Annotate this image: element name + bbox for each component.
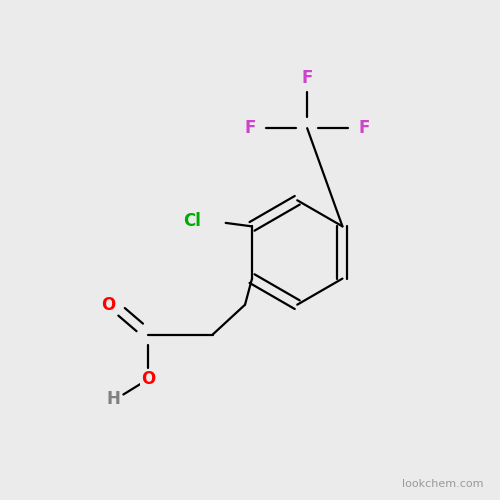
- Text: O: O: [141, 370, 155, 388]
- Text: lookchem.com: lookchem.com: [402, 478, 483, 488]
- Text: F: F: [302, 70, 313, 87]
- Text: F: F: [358, 119, 370, 137]
- Text: F: F: [244, 119, 256, 137]
- Text: O: O: [101, 296, 116, 314]
- Text: Cl: Cl: [183, 212, 201, 230]
- Text: H: H: [106, 390, 120, 408]
